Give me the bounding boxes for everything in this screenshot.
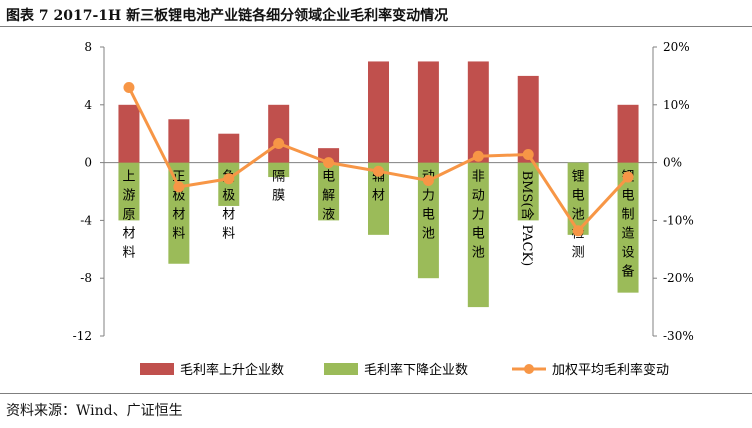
margin-change-point [323,157,335,169]
series-decline-bars [118,162,639,308]
legend-label: 毛利率下降企业数 [364,362,468,378]
decline-bar [268,162,290,178]
right-tick-label: -30% [663,329,694,343]
category-label: 非动力电池 [472,170,485,261]
margin-change-point [572,225,584,237]
rise-bar [168,119,190,163]
decline-bar [417,162,439,279]
right-tick-label: -10% [663,213,694,227]
legend-swatch [324,363,358,375]
margin-change-point [223,173,235,185]
legend-swatch [140,363,174,375]
rise-bar [318,148,340,163]
chart-title: 图表 7 2017-1H 新三板锂电池产业链各细分领域企业毛利率变动情况 [6,8,449,24]
margin-change-point [522,149,534,161]
series-rise-bars [118,61,639,163]
decline-bar [368,162,389,235]
decline-bar [467,162,489,308]
category-label: 电解液 [322,170,335,223]
margin-change-point [472,150,484,162]
decline-bar [567,162,589,235]
category-label: 锂电池检测 [572,170,585,261]
chart-canvas: 8 4 0 -4 -8 -12 20% 10% 0% -10% -20% -30% 上游原材料 正极材料… [73,40,694,378]
decline-bar [617,162,639,293]
left-tick-label: 8 [84,40,92,54]
rise-bar [118,104,140,163]
left-tick-label: -12 [73,329,92,343]
rise-bar [617,104,639,163]
source-note: 资料来源：Wind、广证恒生 [6,403,183,419]
rise-bar [368,61,389,163]
series-margin-change-line [123,81,634,237]
left-tick-label: 4 [84,98,92,112]
right-tick-label: 20% [663,40,690,54]
category-label: 上游原材料 [122,170,135,261]
right-tick-label: 0% [663,156,682,170]
category-label: 正极材料 [172,170,185,242]
legend-label: 毛利率上升企业数 [180,362,284,378]
title-rule [0,26,752,27]
legend-label: 加权平均毛利率变动 [552,362,669,378]
legend-line-marker [524,364,534,374]
decline-bar [318,162,340,221]
rise-bar [218,133,240,163]
left-tick-label: 0 [84,156,92,170]
category-label: 负极材料 [222,170,235,242]
margin-change-point [422,175,434,187]
rise-bar [417,61,439,163]
source-rule [0,393,752,394]
decline-bar [118,162,140,221]
right-tick-label: -20% [663,271,694,285]
margin-change-point [273,138,285,150]
margin-change-point [373,165,384,177]
left-tick-label: -8 [80,271,92,285]
rise-bar [517,75,539,163]
category-label-bms: BMS(含 PACK) [519,171,535,267]
left-tick-label: -4 [80,213,92,227]
decline-bar [517,162,539,221]
rise-bar [467,61,489,163]
margin-change-point [173,181,185,193]
rise-bar [268,104,290,163]
chart-legend: 毛利率上升企业数 毛利率下降企业数 加权平均毛利率变动 [140,362,669,378]
margin-change-point [622,171,634,183]
right-tick-label: 10% [663,98,690,112]
category-labels: 上游原材料正极材料负极材料隔膜电解液辅材动力电池非动力电池锂电池检测锂电制造设备… [122,170,634,280]
margin-change-point [123,81,135,93]
category-label: 隔膜 [272,170,285,204]
